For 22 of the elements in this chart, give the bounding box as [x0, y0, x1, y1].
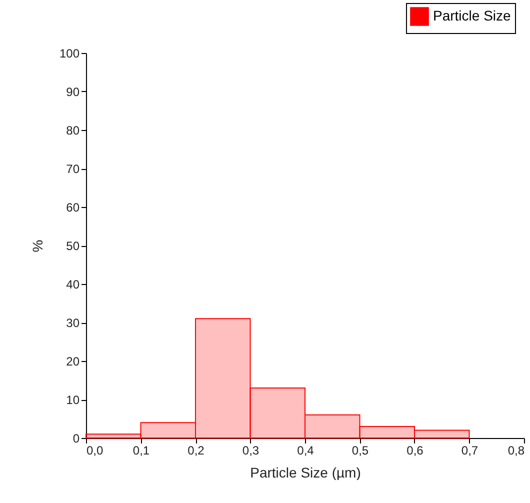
x-tick-label: 0,6: [406, 444, 424, 458]
y-tick-label: 0: [72, 432, 80, 446]
x-tick-label: 0,0: [86, 444, 104, 458]
y-tick-label: 30: [66, 316, 80, 330]
y-tick-label: 80: [66, 124, 80, 138]
x-tick-label: 0,1: [132, 444, 150, 458]
y-tick-label: 90: [66, 85, 80, 99]
y-tick-label: 50: [66, 239, 80, 253]
x-tick-label: 0,8: [508, 444, 525, 458]
y-axis-title: %: [29, 240, 46, 252]
x-tick-label: 0,2: [188, 444, 205, 458]
y-tick-label: 100: [59, 46, 80, 60]
y-tick-label: 40: [66, 278, 80, 292]
x-tick-label: 0,3: [242, 444, 260, 458]
x-tick-label: 0,4: [297, 444, 314, 458]
x-tick-label: 0,5: [352, 444, 369, 458]
x-tick-label: 0,7: [461, 444, 478, 458]
legend-label: Particle Size: [433, 8, 512, 24]
y-tick-label: 70: [66, 162, 80, 176]
y-tick-label: 60: [66, 200, 80, 214]
y-tick-label: 10: [66, 393, 80, 407]
y-tick-label: 20: [66, 354, 80, 368]
